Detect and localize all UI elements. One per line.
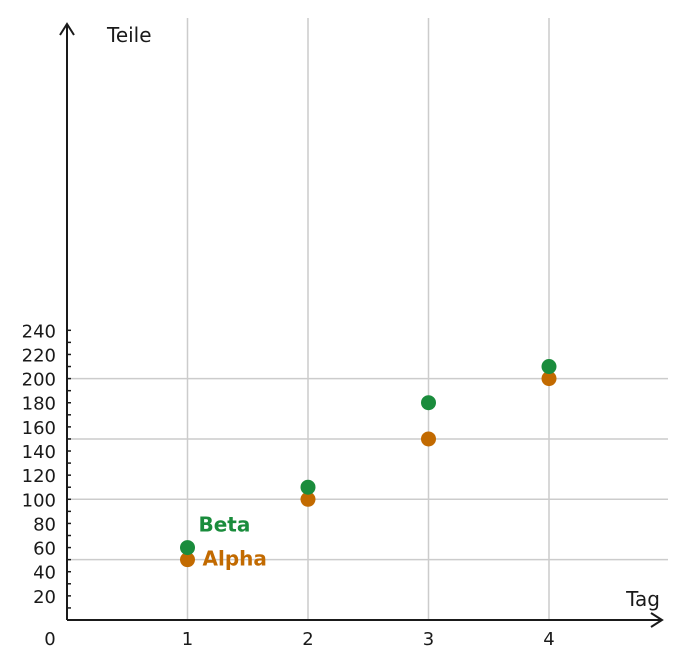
data-point-beta [180,540,195,556]
data-point-alpha [541,371,557,387]
y-tick-label: 80 [33,514,56,535]
y-tick-label: 120 [22,466,56,487]
data-point-beta [421,395,436,411]
data-point-alpha [180,552,195,568]
series-label-alpha: Alpha [203,547,267,571]
axes [59,22,664,628]
data-point-beta [541,359,557,375]
y-tick-label: 40 [33,563,56,584]
origin-label: 0 [44,629,55,650]
y-axis-label: Teile [106,23,152,47]
y-tick-label: 140 [22,442,56,463]
x-tick-label: 4 [543,629,554,650]
x-tick-label: 2 [302,629,313,650]
x-tick-label: 1 [182,629,193,650]
y-tick-label: 100 [22,490,56,511]
series-labels: Alpha Beta [199,513,267,571]
grid-lines [67,18,668,620]
data-point-beta [300,479,316,495]
y-tick-label: 180 [22,394,56,415]
data-points [180,359,557,568]
y-axis-arrow-icon [59,22,75,36]
x-tick-label: 3 [423,629,434,650]
y-tick-label: 20 [33,587,56,608]
x-axis-arrow-icon [650,612,664,628]
y-tick-label: 60 [33,539,56,560]
data-point-alpha [421,431,436,447]
axis-ticks: 20 40 60 80 100 120 140 160 180 200 220 240 1 2 3 4 [22,321,555,650]
y-tick-label: 220 [22,345,56,366]
data-point-alpha [300,491,316,507]
y-tick-label: 160 [22,418,56,439]
series-label-beta: Beta [199,513,251,537]
y-tick-label: 240 [22,321,56,342]
y-tick-label: 200 [22,370,56,391]
x-axis-label: Tag [625,587,660,611]
